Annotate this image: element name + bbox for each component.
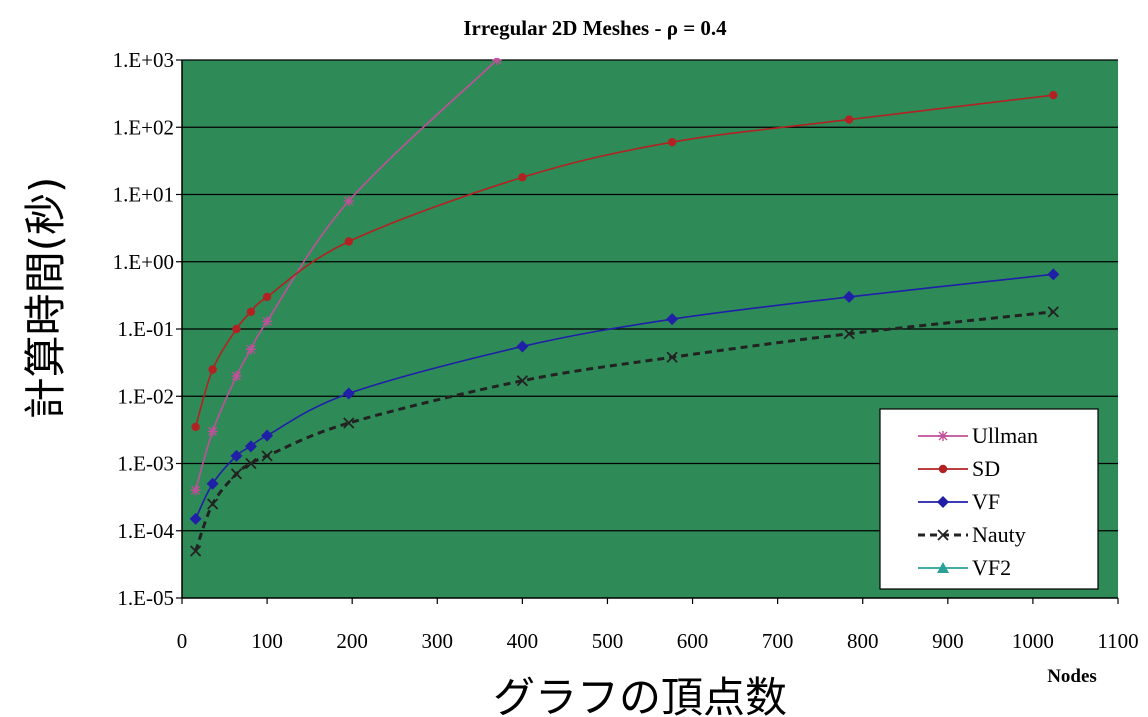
series-ullman xyxy=(190,58,502,496)
data-point-nauty xyxy=(666,351,678,363)
x-axis-label: グラフの頂点数 xyxy=(493,673,787,717)
data-point-nauty xyxy=(245,457,257,470)
data-point-vf xyxy=(230,449,243,462)
data-point-vf xyxy=(244,440,257,453)
data-point-ullman xyxy=(262,316,273,327)
data-point-vf xyxy=(206,477,219,490)
data-point-sd xyxy=(246,307,256,317)
legend-item-vf2: VF2 xyxy=(918,555,1011,580)
legend-marker-ullman xyxy=(938,431,948,441)
legend-item-sd: SD xyxy=(918,456,1000,481)
y-tick-label: 1.E+02 xyxy=(113,115,174,139)
legend-item-nauty: Nauty xyxy=(918,522,1026,547)
data-point-sd xyxy=(232,324,241,334)
data-point-vf xyxy=(189,512,202,525)
data-point-sd xyxy=(667,137,677,147)
data-point-nauty xyxy=(843,328,855,340)
x-axis-unit-label: Nodes xyxy=(1047,666,1097,687)
x-tick-label: 600 xyxy=(677,629,709,653)
y-tick-label: 1.E-05 xyxy=(117,586,174,610)
data-point-ullman xyxy=(245,344,256,355)
legend-marker-sd xyxy=(938,464,948,474)
x-tick-label: 1100 xyxy=(1097,629,1138,653)
data-point-nauty xyxy=(343,417,355,429)
legend-marker-vf2 xyxy=(937,562,949,573)
x-tick-label: 100 xyxy=(251,629,283,653)
data-point-nauty xyxy=(189,545,202,557)
x-tick-label: 500 xyxy=(592,629,624,653)
x-tick-label: 400 xyxy=(507,629,539,653)
data-point-ullman xyxy=(491,58,502,65)
data-point-nauty xyxy=(1047,306,1059,318)
legend-label-vf2: VF2 xyxy=(972,555,1011,580)
y-tick-labels: 1.E-05 1.E-04 1.E-03 1.E-02 1.E-01 1.E+00 1.E+… xyxy=(113,48,182,610)
x-tick-label: 200 xyxy=(336,629,368,653)
x-tick-label: 300 xyxy=(422,629,454,653)
legend-item-vf: VF xyxy=(918,489,1000,514)
x-tick-label: 800 xyxy=(847,629,879,653)
data-point-sd xyxy=(518,173,527,182)
y-tick-label: 1.E-02 xyxy=(117,384,174,408)
x-tick-label: 900 xyxy=(932,629,964,653)
x-tick-label: 1000 xyxy=(1012,629,1054,653)
y-tick-label: 1.E-01 xyxy=(117,317,174,341)
data-point-sd xyxy=(262,292,272,302)
legend-label-sd: SD xyxy=(972,456,1000,481)
legend-box xyxy=(879,408,1099,590)
series-vf xyxy=(189,268,1060,525)
data-point-nauty xyxy=(206,498,219,510)
y-tick-label: 1.E-04 xyxy=(117,519,174,543)
x-tick-label: 700 xyxy=(762,629,794,653)
data-point-ullman xyxy=(207,426,218,437)
data-point-sd xyxy=(844,115,854,124)
data-point-nauty xyxy=(261,450,273,462)
data-point-ullman xyxy=(343,196,354,207)
series-nauty xyxy=(189,306,1059,557)
x-tick-labels: 0 100 200 300 400 500 600 700 800 900 1000 1100 xyxy=(177,598,1139,653)
data-point-ullman xyxy=(231,371,242,382)
y-tick-label: 1.E+01 xyxy=(113,183,174,207)
y-axis-label: 計算時間(秒) xyxy=(21,177,70,420)
grid-lines xyxy=(182,59,1118,532)
data-point-ullman xyxy=(190,485,201,496)
legend-label-vf: VF xyxy=(972,489,1000,514)
data-point-nauty xyxy=(230,468,243,480)
data-point-sd xyxy=(344,237,353,246)
y-tick-label: 1.E+03 xyxy=(113,48,174,72)
legend-marker-nauty xyxy=(937,529,949,541)
series-sd xyxy=(191,90,1058,432)
data-point-vf xyxy=(843,290,856,303)
data-point-sd xyxy=(191,422,200,432)
data-point-vf xyxy=(516,340,529,353)
legend-marker-vf xyxy=(937,496,949,508)
data-point-vf xyxy=(1047,268,1060,281)
data-point-vf xyxy=(666,313,679,326)
data-point-vf xyxy=(261,429,274,442)
x-tick-label: 0 xyxy=(177,629,188,653)
legend-item-ullman: Ullman xyxy=(918,423,1038,448)
series-line-ullman xyxy=(194,59,498,491)
series-layer xyxy=(189,58,1060,557)
data-point-nauty xyxy=(516,375,529,387)
legend-label-ullman: Ullman xyxy=(972,423,1038,448)
data-point-sd xyxy=(1049,90,1058,100)
data-point-sd xyxy=(208,365,217,374)
legend-label-nauty: Nauty xyxy=(972,522,1026,547)
y-tick-label: 1.E-03 xyxy=(117,452,174,476)
data-point-vf xyxy=(342,387,355,400)
legend: Ullman SD VF Nauty VF2 xyxy=(879,408,1099,590)
chart-title: Irregular 2D Meshes - ρ = 0.4 xyxy=(463,16,727,40)
y-tick-label: 1.E+00 xyxy=(113,250,174,274)
